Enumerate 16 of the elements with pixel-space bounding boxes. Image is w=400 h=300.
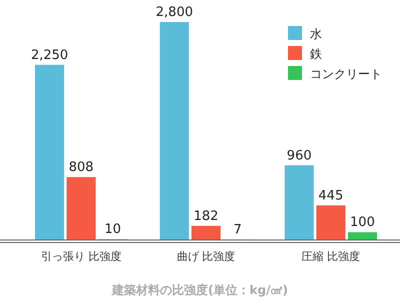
data-label: 960 [286, 148, 312, 164]
x-tick-label: 曲げ 比強度 [176, 250, 236, 263]
data-label: 808 [68, 160, 94, 176]
data-label: 2,800 [156, 5, 193, 20]
data-label: 10 [104, 222, 122, 238]
data-label: 182 [194, 208, 218, 224]
data-label: 7 [233, 222, 242, 238]
data-label: 100 [350, 215, 375, 230]
x-tick-label: 引っ張り 比強度 [40, 250, 122, 263]
legend-label: 水 [310, 27, 322, 41]
data-label: 2,250 [30, 48, 68, 63]
legend-label: コンクリート [310, 67, 382, 81]
text: 建築材料の比強度(単位：kg/㎠) [111, 283, 288, 297]
legend-label: 鉄 [310, 47, 322, 61]
data-label: 445 [318, 188, 344, 204]
x-tick-label: 圧縮 比強度 [302, 250, 360, 263]
